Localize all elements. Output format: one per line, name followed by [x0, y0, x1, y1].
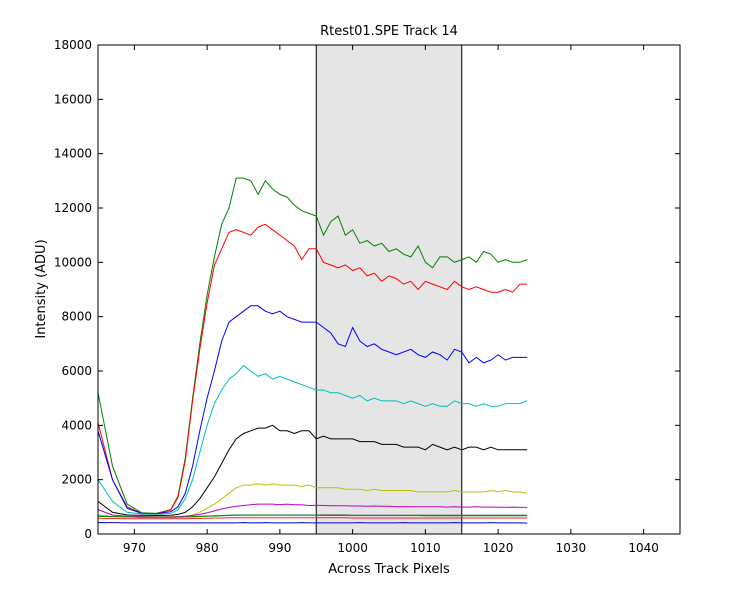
y-tick-label: 2000	[61, 473, 92, 487]
series-line-7	[97, 503, 528, 518]
x-axis-title: Across Track Pixels	[328, 562, 450, 577]
x-tick-label: 1040	[628, 541, 659, 555]
series-line-9	[97, 514, 528, 518]
series-line-11	[98, 522, 528, 524]
x-tick-label: 970	[123, 541, 146, 555]
highlight-band	[315, 44, 463, 535]
y-tick-label: 0	[84, 527, 92, 541]
chart-title: Rtest01.SPE Track 14	[320, 24, 458, 39]
y-tick-label: 8000	[61, 310, 92, 324]
series-line-6	[97, 483, 528, 518]
x-tick-label: 1010	[410, 541, 441, 555]
y-tick-label: 4000	[61, 418, 92, 432]
y-axis-title: Intensity (ADU)	[34, 239, 49, 338]
series-line-2	[97, 223, 528, 515]
series-line-3	[97, 305, 528, 515]
x-tick-label: 990	[268, 541, 291, 555]
y-tick-label: 14000	[54, 147, 92, 161]
x-tick-label: 1020	[483, 541, 514, 555]
x-tick-label: 1030	[556, 541, 587, 555]
series-line-1	[97, 177, 528, 514]
y-tick-label: 10000	[54, 255, 92, 269]
x-tick-label: 980	[196, 541, 219, 555]
series-line-10	[97, 517, 528, 520]
y-tick-label: 6000	[61, 364, 92, 378]
series-line-4	[97, 364, 528, 515]
y-tick-label: 12000	[54, 201, 92, 215]
series-line-5	[97, 424, 528, 517]
y-tick-label: 18000	[54, 38, 92, 52]
x-tick-label: 1000	[337, 541, 368, 555]
y-tick-label: 16000	[54, 92, 92, 106]
plot-frame	[97, 44, 681, 535]
